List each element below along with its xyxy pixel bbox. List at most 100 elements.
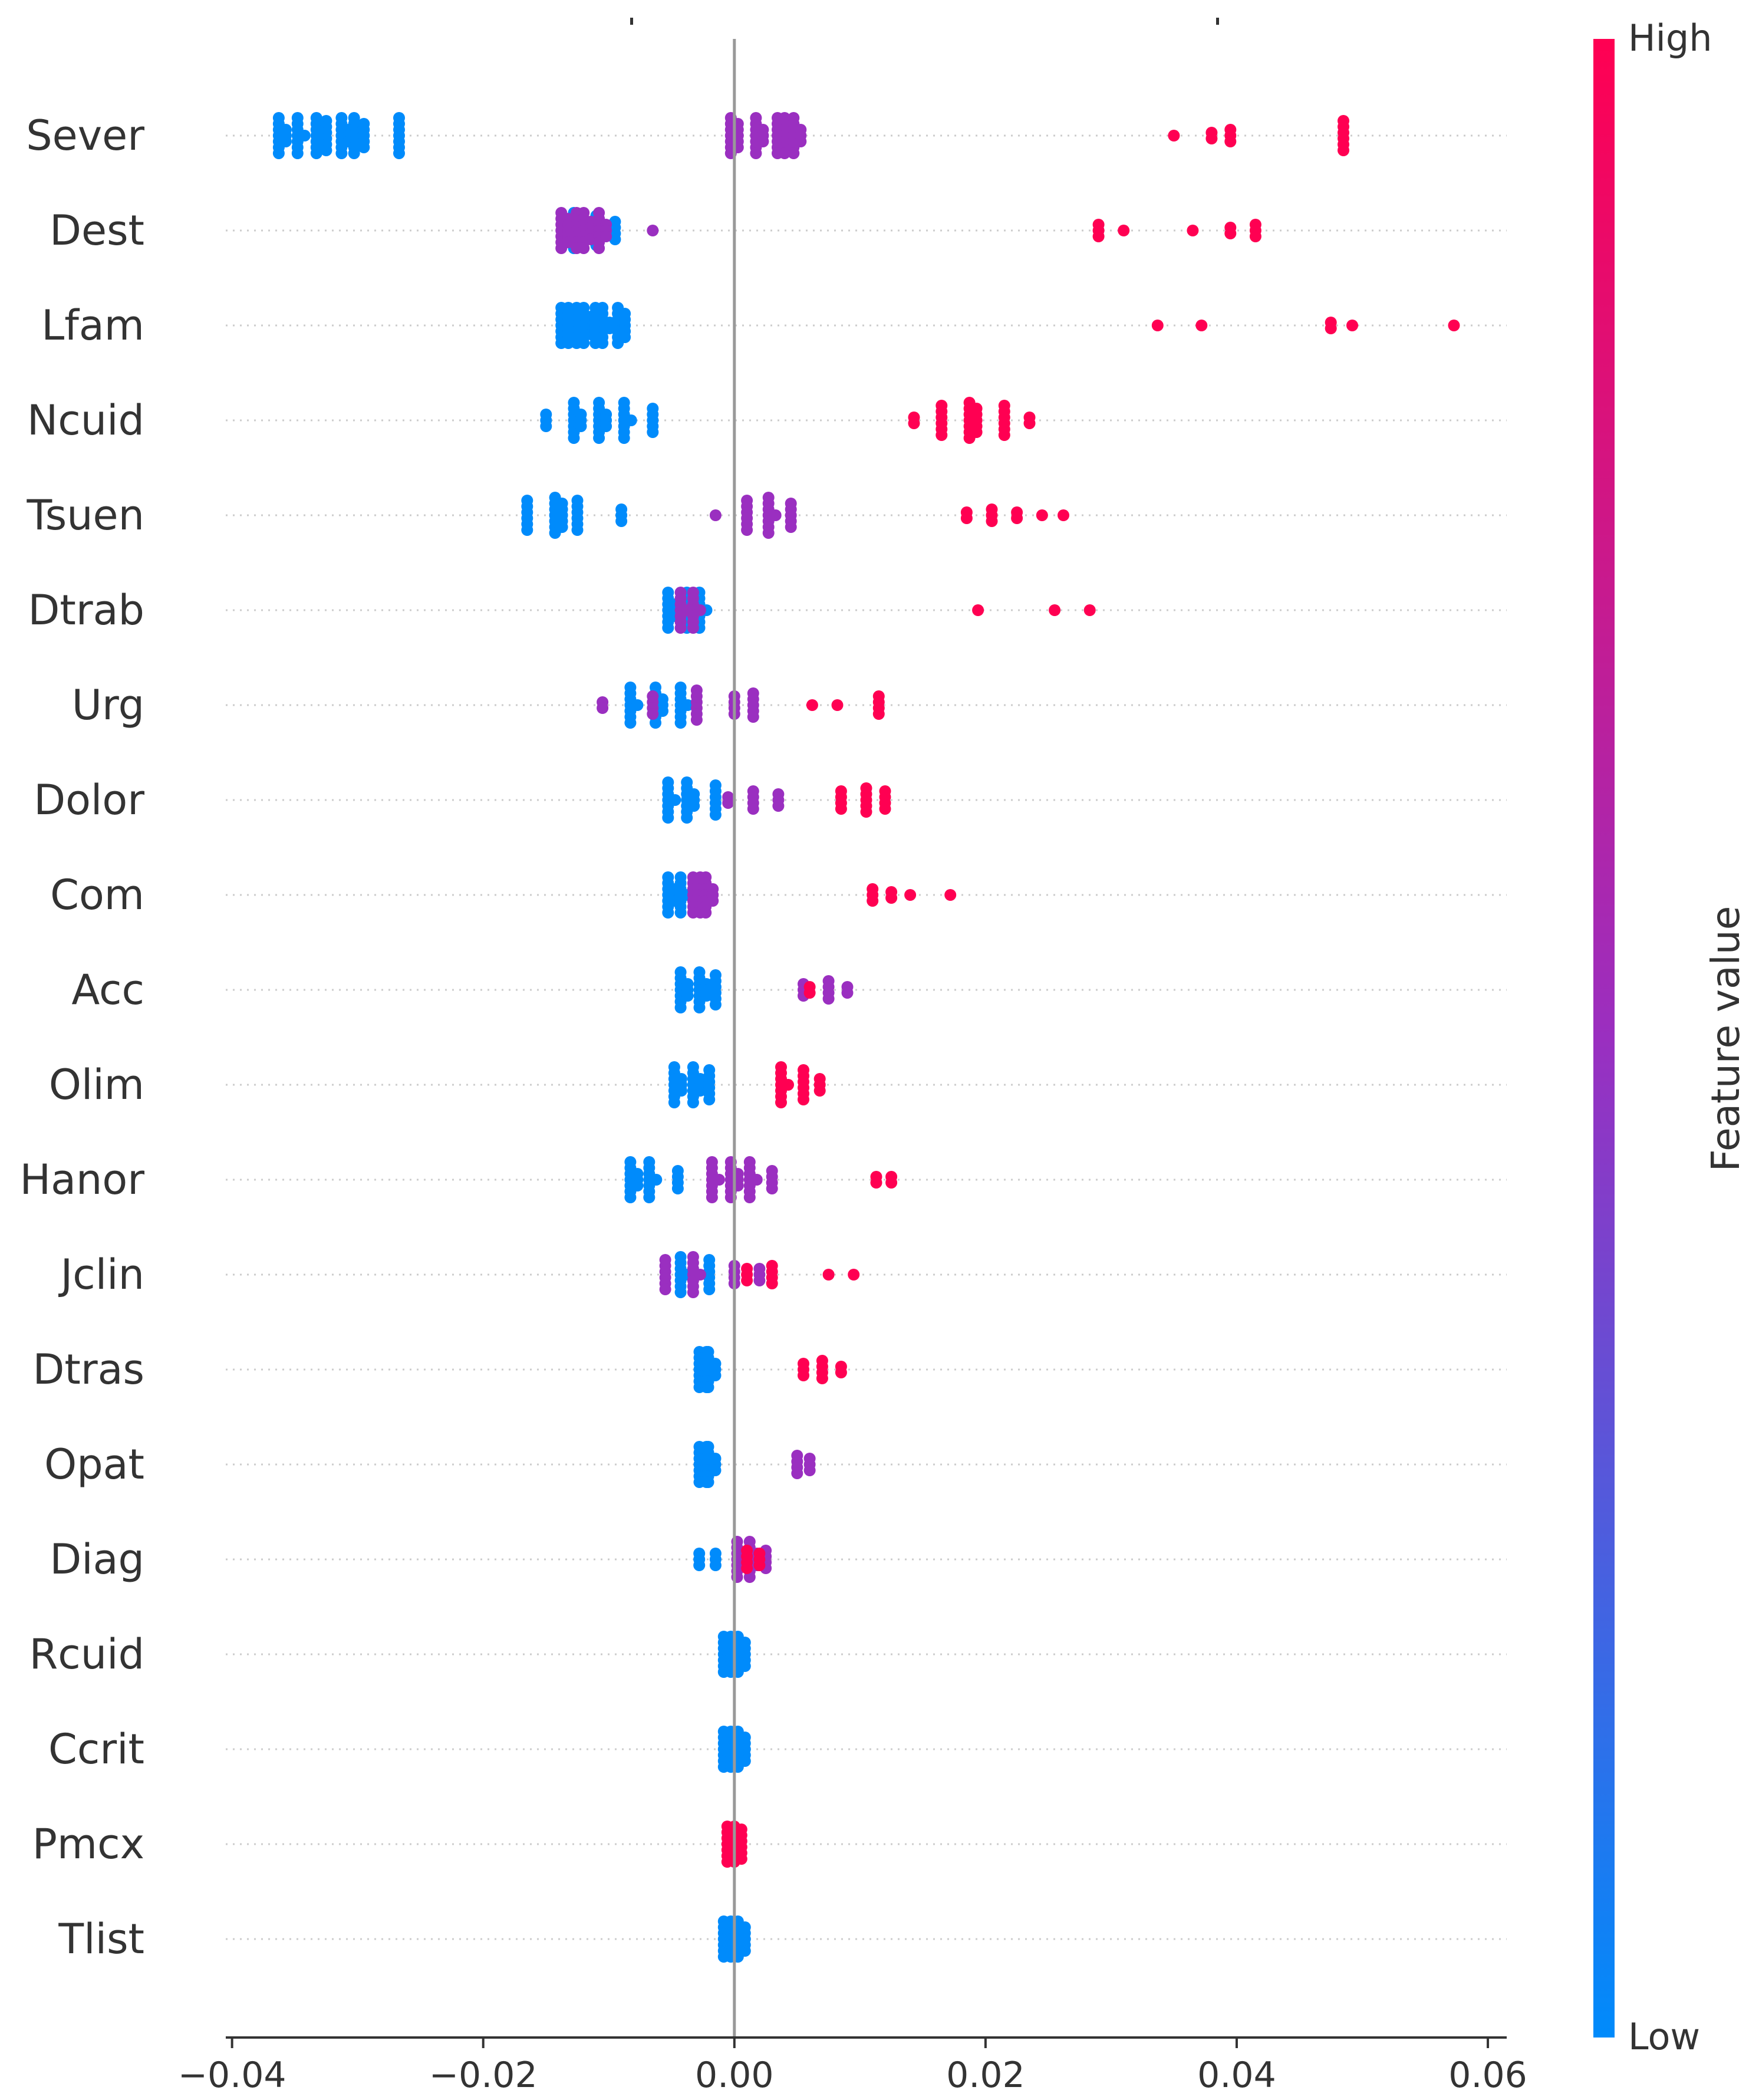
point-ncuid-high [936,429,948,441]
point-olim-high [813,1085,826,1097]
point-dtras-low [709,1370,722,1381]
point-sever-high [1224,136,1237,147]
point-sever-mid [750,147,762,159]
point-hanor-low [624,1191,637,1203]
point-urg-low [650,717,661,729]
point-opat-mid [803,1464,816,1476]
point-dolor-high [879,803,891,815]
point-hanor-mid [706,1191,718,1203]
point-opat-low [702,1476,714,1488]
point-dolor-mid [747,803,759,815]
x-tick-label: 0.02 [946,2055,1025,2096]
feature-label-dolor: Dolor [34,776,144,824]
point-tsuen-low [556,521,568,533]
point-jclin-high [766,1278,778,1289]
point-dest-high [1092,231,1105,242]
point-dolor-high [835,803,847,815]
point-hanor-mid [743,1191,756,1203]
point-tsuen-high [960,512,973,524]
point-ncuid-low [647,426,659,438]
point-dest-mid [578,242,590,254]
point-com-high [885,892,898,904]
point-acc-mid [841,987,854,999]
point-urg-low [631,699,644,711]
colorbar-gradient [1593,39,1615,2038]
point-acc-low [709,999,722,1010]
point-sever-high [1338,144,1349,156]
top-tick-mark [630,18,633,25]
point-rcuid-low [739,1660,751,1672]
feature-label-hanor: Hanor [19,1156,144,1204]
point-sever-mid [757,136,769,147]
point-lfam-low [562,337,575,349]
point-ncuid-low [593,432,605,444]
point-diag-high [741,1562,753,1574]
point-tsuen-low [521,524,533,536]
point-dtrab-low [662,622,674,634]
point-hanor-low [643,1191,655,1203]
point-urg-low [674,717,687,729]
point-acc-low [681,990,694,1002]
point-diag-mid [743,1571,756,1583]
x-tick-label: 0.04 [1197,2055,1276,2096]
feature-label-opat: Opat [44,1440,144,1489]
point-sever-low [393,147,405,159]
point-dtras-low [702,1381,714,1393]
x-ticks: −0.04 −0.02 0.00 0.02 0.04 0.06 [178,2038,1527,2096]
point-sever-low [272,147,285,159]
point-sever-low [279,136,292,147]
point-sever-high [1168,130,1180,141]
point-ncuid-low [625,414,637,426]
feature-label-ccrit: Ccrit [48,1725,144,1773]
point-diag-low [709,1559,722,1571]
feature-label-acc: Acc [71,966,144,1014]
colorbar-high-label: High [1628,17,1712,60]
x-tick-label: 0.06 [1448,2055,1527,2096]
point-dolor-low [669,794,681,806]
point-dest-low [609,233,621,245]
feature-label-diag: Diag [50,1535,144,1584]
point-urg-high [831,699,844,711]
point-acc-low [700,990,713,1002]
point-com-mid [707,895,719,907]
point-urg-mid [647,708,659,720]
point-dest-mid [647,225,659,236]
top-tick-mark [1216,18,1219,25]
point-dtras-high [798,1370,809,1381]
point-diag-high [753,1559,766,1571]
point-ncuid-high [1023,417,1036,429]
point-tsuen-high [1058,509,1069,521]
point-ncuid-low [600,420,612,432]
feature-label-ncuid: Ncuid [27,396,144,445]
point-urg-high [806,699,818,711]
point-dtrab-mid [674,622,687,634]
feature-labels: Sever Dest Lfam Ncuid Tsuen Dtrab Urg Dolor Com A… [19,111,144,1963]
point-acc-mid [822,993,835,1005]
feature-label-pmcx: Pmcx [32,1820,144,1868]
feature-label-lfam: Lfam [41,301,144,350]
point-urg-high [872,708,885,720]
point-dolor-low [681,812,693,824]
point-jclin-mid [694,1269,706,1281]
point-sever-low [348,147,360,159]
point-dolor-low [688,800,700,812]
point-dtrab-high [1049,604,1061,616]
point-dest-high [1187,225,1199,236]
point-diag-low [693,1559,706,1571]
point-opat-low [709,1464,722,1476]
point-pmcx-high [735,1853,747,1865]
x-tick-label: −0.04 [178,2055,286,2096]
point-jclin-high [741,1275,753,1286]
point-olim-low [668,1097,680,1108]
point-dtrab-mid [687,622,699,634]
point-ncuid-low [540,420,552,432]
feature-label-urg: Urg [72,681,144,729]
point-ncuid-low [568,432,580,444]
point-jclin-mid [753,1275,766,1286]
point-tlist-low [739,1945,751,1957]
point-dolor-high [860,806,872,818]
point-hanor-mid [766,1183,778,1194]
point-sever-low [335,147,348,159]
point-jclin-high [848,1269,860,1281]
point-tsuen-high [986,515,998,527]
